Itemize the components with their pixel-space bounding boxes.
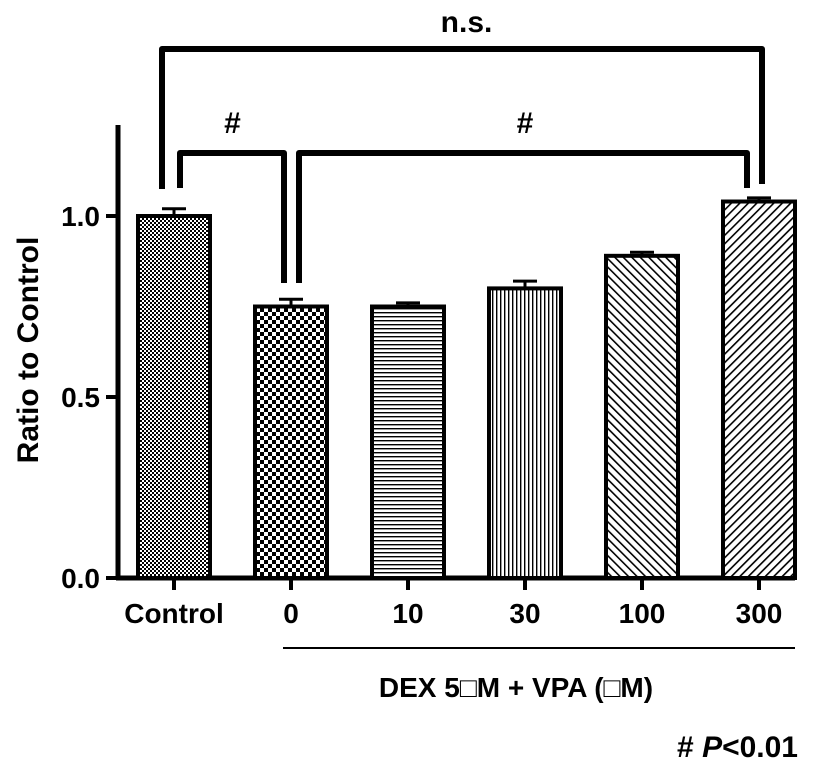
y-tick-label: 1.0 bbox=[61, 201, 100, 232]
bracket-ns bbox=[159, 46, 765, 189]
bar bbox=[487, 286, 563, 580]
footnote: # P<0.01 bbox=[677, 731, 798, 764]
x-tick-label: 30 bbox=[509, 598, 540, 629]
bar bbox=[721, 199, 797, 581]
bar bbox=[604, 253, 680, 580]
footnote-prefix: # bbox=[677, 731, 702, 764]
significance-brackets: n.s. # # bbox=[159, 6, 765, 283]
x-tick-label: 300 bbox=[736, 598, 783, 629]
x-tick-label: 10 bbox=[392, 598, 423, 629]
annotation-ns: n.s. bbox=[441, 6, 493, 39]
bar bbox=[370, 304, 446, 580]
x-tick-label: 100 bbox=[619, 598, 666, 629]
footnote-suffix: <0.01 bbox=[722, 731, 798, 764]
x-tick-label: Control bbox=[124, 598, 224, 629]
footnote-p: P bbox=[702, 731, 723, 764]
y-axis-label: Ratio to Control bbox=[12, 237, 45, 464]
annotation-hash-right: # bbox=[517, 107, 534, 140]
y-tick-label: 0.5 bbox=[61, 382, 100, 413]
axes: 0.0 0.5 1.0 Control 0 10 30 100 300 bbox=[61, 125, 795, 649]
bracket-0-vs-300 bbox=[296, 150, 750, 283]
x-tick-label: 0 bbox=[283, 598, 299, 629]
bar bbox=[253, 304, 329, 580]
x-group-label: DEX 5□M + VPA (□M) bbox=[379, 672, 653, 703]
bars bbox=[136, 196, 797, 581]
annotation-hash-left: # bbox=[224, 107, 241, 140]
y-tick-label: 0.0 bbox=[61, 563, 100, 594]
bracket-control-vs-0 bbox=[177, 150, 287, 283]
bar bbox=[136, 214, 212, 580]
